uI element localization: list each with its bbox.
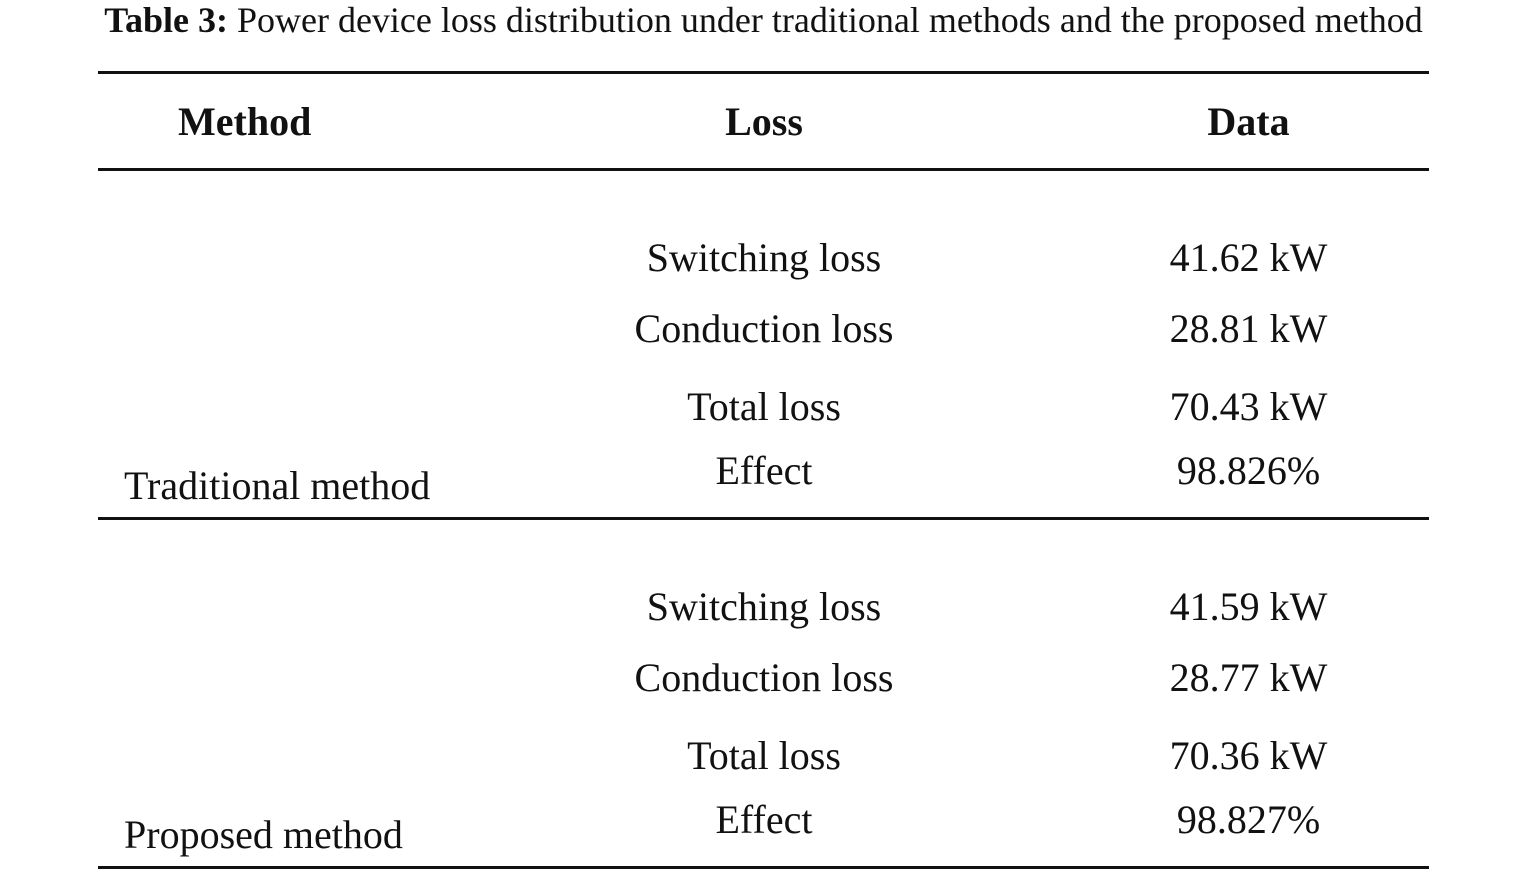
method-cell: Traditional method <box>124 463 431 508</box>
loss-cell: Conduction loss <box>634 654 894 700</box>
group-traditional: Traditional method Switching loss 41.62 … <box>98 170 1429 519</box>
header-method: Method <box>98 71 460 171</box>
data-cell: 41.59 kW <box>1169 584 1328 629</box>
data-cell: 28.77 kW <box>1169 654 1328 700</box>
loss-distribution-table: Method Loss Data Traditional method Swit… <box>98 71 1429 869</box>
data-cell: 70.36 kW <box>1169 732 1328 778</box>
loss-cell: Effect <box>715 797 813 842</box>
loss-cell: Conduction loss <box>634 305 894 351</box>
group-proposed: Proposed method Switching loss 41.59 kW … <box>98 519 1429 868</box>
data-cell: 28.81 kW <box>1169 305 1328 351</box>
header-loss: Loss <box>460 71 1068 171</box>
data-cell: 70.43 kW <box>1169 383 1328 429</box>
table-row: Total loss 70.36 kW <box>98 716 1429 794</box>
header-row: Method Loss Data <box>98 71 1429 171</box>
loss-cell: Switching loss <box>646 235 882 280</box>
method-cell: Proposed method <box>124 812 403 857</box>
table-row: Conduction loss 28.77 kW <box>98 638 1429 716</box>
table-row: Traditional method Switching loss 41.62 … <box>98 170 1429 508</box>
data-cell: 98.827% <box>1176 797 1321 842</box>
table-row: Effect 98.827% <box>98 794 1429 868</box>
header-data: Data <box>1068 71 1429 171</box>
table-row: Total loss 70.43 kW <box>98 367 1429 445</box>
loss-cell: Total loss <box>687 732 841 778</box>
caption-label: Table 3: <box>104 0 228 40</box>
data-cell: 41.62 kW <box>1169 235 1328 280</box>
data-cell: 98.826% <box>1176 448 1321 493</box>
table-row: Conduction loss 28.81 kW <box>98 289 1429 367</box>
loss-cell: Total loss <box>687 383 841 429</box>
table-caption: Table 3: Power device loss distribution … <box>0 0 1527 40</box>
caption-text: Power device loss distribution under tra… <box>236 0 1423 40</box>
table-row: Proposed method Switching loss 41.59 kW <box>98 519 1429 857</box>
table-row: Effect 98.826% <box>98 445 1429 519</box>
loss-cell: Switching loss <box>646 584 882 629</box>
loss-cell: Effect <box>715 448 813 493</box>
